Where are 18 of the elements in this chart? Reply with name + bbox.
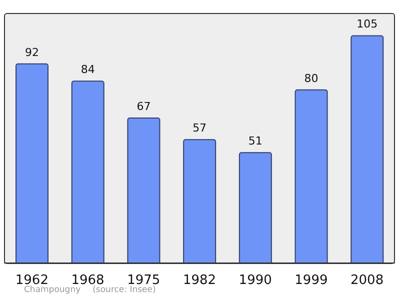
- bar: [350, 35, 384, 263]
- data-label: 57: [192, 122, 207, 135]
- bar: [16, 63, 48, 263]
- x-tick-label: 2008: [350, 273, 384, 288]
- bar: [238, 152, 272, 263]
- x-tick-label: 1990: [238, 273, 272, 288]
- bar: [71, 80, 104, 263]
- x-tick-label: 1999: [294, 273, 328, 288]
- data-label: 92: [25, 46, 39, 59]
- data-label: 51: [248, 134, 262, 148]
- bar: [183, 139, 216, 263]
- bar: [127, 117, 160, 263]
- data-label: 105: [356, 18, 378, 31]
- bar: [294, 89, 328, 263]
- data-label: 84: [80, 63, 95, 76]
- data-label: 80: [304, 72, 318, 85]
- data-label: 67: [136, 100, 151, 113]
- x-tick-label: 1982: [182, 273, 216, 288]
